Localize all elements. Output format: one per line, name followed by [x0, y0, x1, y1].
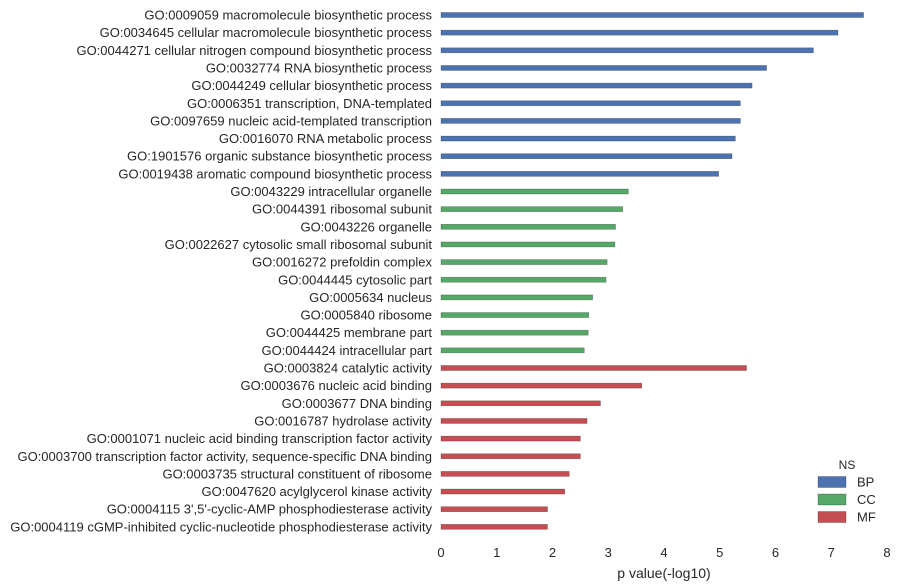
legend-title: NS: [839, 458, 856, 472]
category-label: GO:0001071 nucleic acid binding transcri…: [87, 431, 433, 446]
x-tick-label: 8: [883, 545, 890, 560]
category-label: GO:0016272 prefoldin complex: [252, 255, 432, 270]
legend-label-bp: BP: [857, 475, 874, 490]
bar-mf: [440, 471, 570, 477]
bar-cc: [440, 259, 608, 265]
bar-bp: [440, 29, 839, 36]
category-label: GO:0004119 cGMP-inhibited cyclic-nucleot…: [10, 519, 432, 534]
category-label: GO:0044424 intracellular part: [261, 343, 432, 358]
bar-bp: [440, 153, 733, 159]
category-label: GO:0005634 nucleus: [309, 290, 432, 305]
category-label: GO:0044391 ribosomal subunit: [252, 202, 432, 217]
bar-bp: [440, 100, 741, 107]
bars-layer: [440, 12, 864, 530]
bar-mf: [440, 524, 548, 530]
bar-bp: [440, 82, 753, 89]
category-label: GO:0044425 membrane part: [266, 325, 433, 340]
bar-bp: [440, 171, 719, 177]
legend-swatch-bp: [817, 476, 847, 488]
category-label: GO:0019438 aromatic compound biosyntheti…: [118, 166, 432, 181]
x-axis: 0 1 2 3 4 5 6 7 8: [437, 545, 890, 560]
bar-mf: [440, 435, 581, 442]
category-label: GO:0005840 ribosome: [300, 308, 432, 323]
category-label: GO:0003700 transcription factor activity…: [17, 449, 432, 464]
legend-label-mf: MF: [857, 510, 876, 525]
legend-swatch-cc: [817, 493, 847, 506]
bar-mf: [440, 382, 642, 389]
category-label: GO:0044271 cellular nitrogen compound bi…: [76, 43, 432, 58]
legend-label-cc: CC: [857, 492, 876, 507]
category-label: GO:0003735 structural constituent of rib…: [162, 466, 432, 481]
bar-cc: [440, 241, 616, 248]
bar-mf: [440, 365, 747, 371]
bar-bp: [440, 118, 741, 124]
category-label: GO:0043226 organelle: [300, 219, 432, 234]
bar-cc: [440, 347, 585, 354]
category-label: GO:0016070 RNA metabolic process: [219, 131, 433, 146]
category-label: GO:1901576 organic substance biosyntheti…: [127, 149, 432, 164]
bar-mf: [440, 488, 566, 495]
bar-cc: [440, 329, 589, 336]
bar-bp: [440, 47, 814, 54]
bar-cc: [440, 276, 607, 283]
x-tick-label: 4: [660, 545, 667, 560]
bar-cc: [440, 294, 593, 301]
x-tick-label: 6: [772, 545, 779, 560]
x-tick-label: 5: [716, 545, 723, 560]
bar-mf: [440, 453, 581, 460]
category-label: GO:0016787 hydrolase activity: [254, 413, 432, 428]
legend-swatch-mf: [817, 511, 847, 523]
category-label: GO:0004115 3',5'-cyclic-AMP phosphodiest…: [107, 502, 433, 517]
category-label: GO:0003676 nucleic acid binding: [240, 378, 432, 393]
bar-cc: [440, 312, 590, 318]
category-label: GO:0044249 cellular biosynthetic process: [191, 78, 432, 93]
bar-cc: [440, 206, 624, 212]
category-label: GO:0032774 RNA biosynthetic process: [206, 60, 433, 75]
category-label: GO:0097659 nucleic acid-templated transc…: [150, 113, 432, 128]
bar-mf: [440, 418, 588, 424]
x-tick-label: 1: [493, 545, 500, 560]
x-tick-label: 2: [549, 545, 556, 560]
bar-bp: [440, 12, 864, 18]
bar-bp: [440, 65, 767, 71]
category-labels: GO:0009059 macromolecule biosynthetic pr…: [10, 8, 432, 535]
category-label: GO:0034645 cellular macromolecule biosyn…: [100, 25, 433, 40]
category-label: GO:0043229 intracellular organelle: [230, 184, 432, 199]
category-label: GO:0009059 macromolecule biosynthetic pr…: [144, 8, 432, 23]
category-label: GO:0022627 cytosolic small ribosomal sub…: [165, 237, 433, 252]
x-tick-label: 3: [605, 545, 612, 560]
x-tick-label: 0: [437, 545, 444, 560]
legend: NS BP CC MF: [817, 458, 876, 525]
bar-mf: [440, 400, 601, 407]
category-label: GO:0003824 catalytic activity: [264, 361, 433, 376]
bar-cc: [440, 188, 629, 195]
bar-bp: [440, 135, 736, 142]
category-label: GO:0006351 transcription, DNA-templated: [187, 96, 432, 111]
category-label: GO:0003677 DNA binding: [282, 396, 432, 411]
category-label: GO:0044445 cytosolic part: [278, 272, 432, 287]
bar-cc: [440, 224, 616, 230]
category-label: GO:0047620 acylglycerol kinase activity: [201, 484, 432, 499]
bar-mf: [440, 506, 548, 513]
x-tick-label: 7: [828, 545, 835, 560]
x-axis-title: p value(-log10): [617, 565, 710, 581]
